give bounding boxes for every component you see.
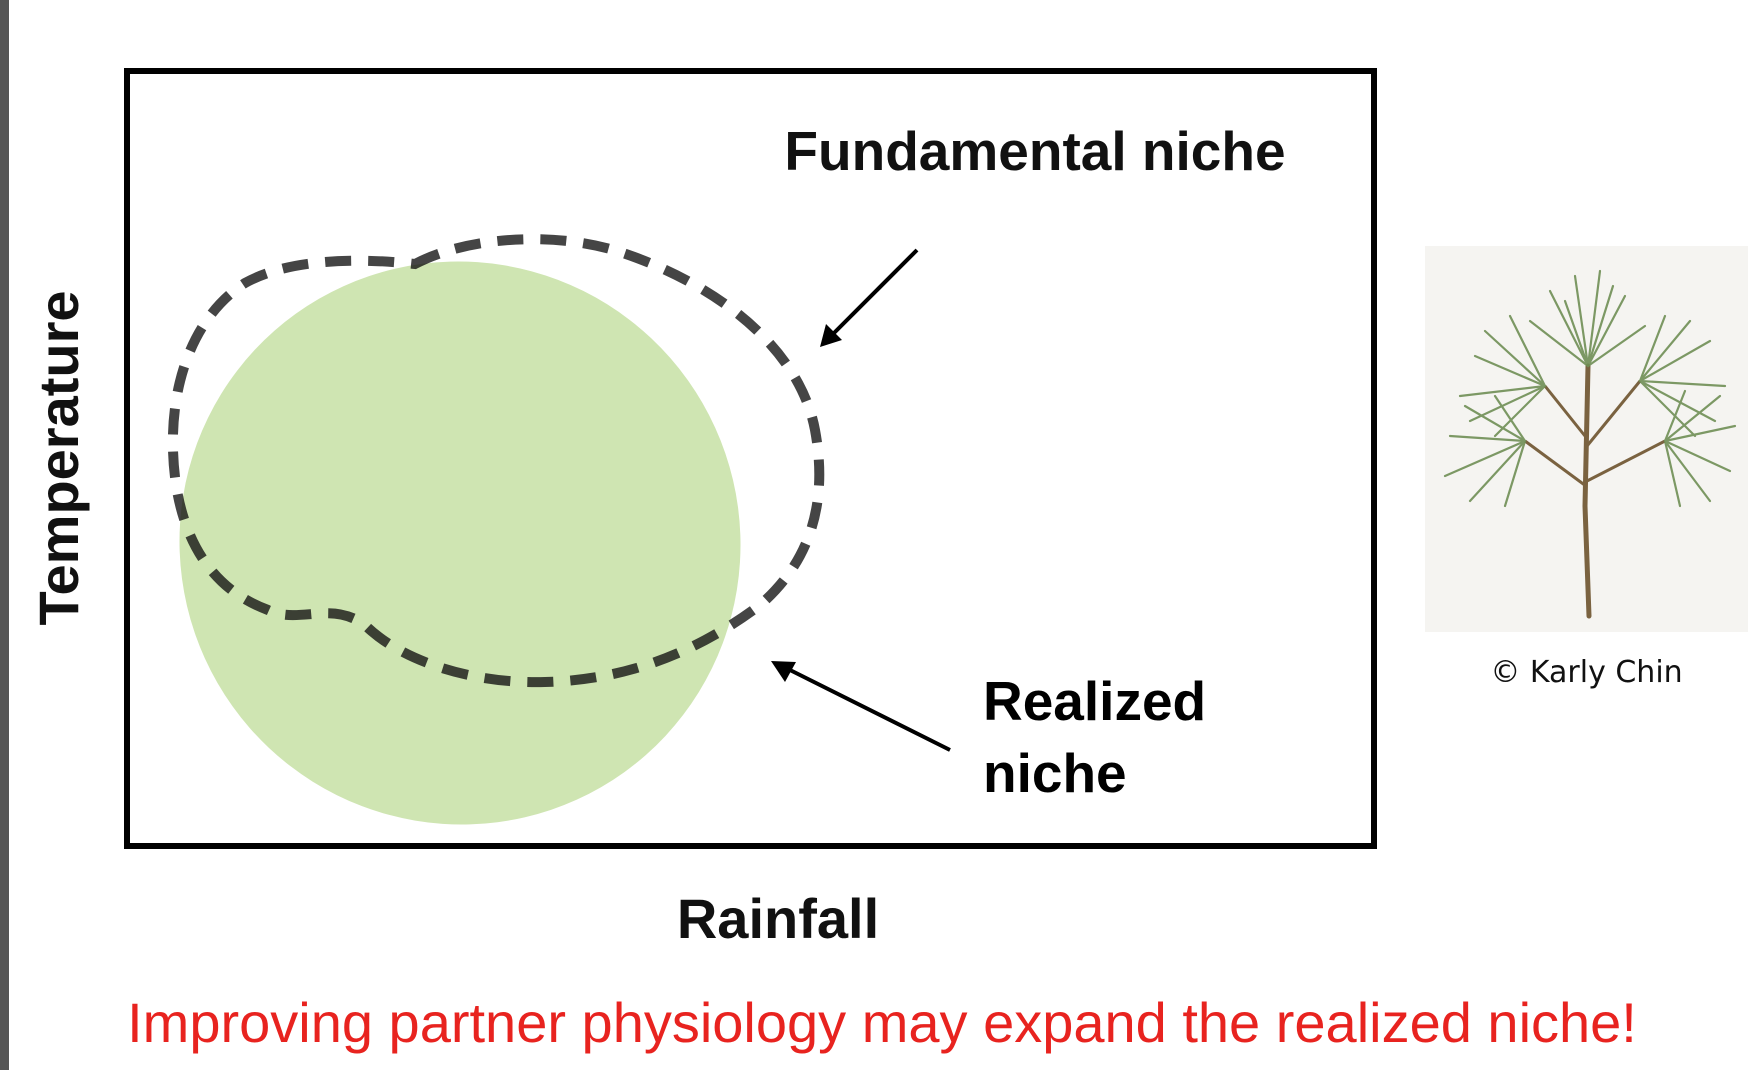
y-axis-label: Temperature: [27, 290, 90, 625]
realized-niche-label-line1: Realized: [983, 670, 1206, 732]
fundamental-niche-boundary: [167, 234, 825, 688]
pine-branch-icon: [1443, 269, 1737, 619]
image-credit: © Karly Chin: [1490, 655, 1683, 690]
fundamental-niche-label: Fundamental niche: [784, 120, 1285, 182]
fundamental-arrow-shaft: [821, 248, 919, 346]
fundamental-arrow-head: [820, 324, 842, 347]
window-left-edge: [0, 0, 9, 1070]
slide-caption: Improving partner physiology may expand …: [127, 991, 1637, 1054]
realized-arrow-shaft: [779, 663, 951, 752]
realized-niche-label-line2: niche: [983, 742, 1127, 804]
pine-branch-image: [1425, 246, 1748, 632]
plot-frame: [124, 68, 1377, 849]
realized-arrow-head: [771, 661, 796, 682]
realized-niche-region: [179, 261, 741, 825]
x-axis-label: Rainfall: [677, 887, 879, 950]
